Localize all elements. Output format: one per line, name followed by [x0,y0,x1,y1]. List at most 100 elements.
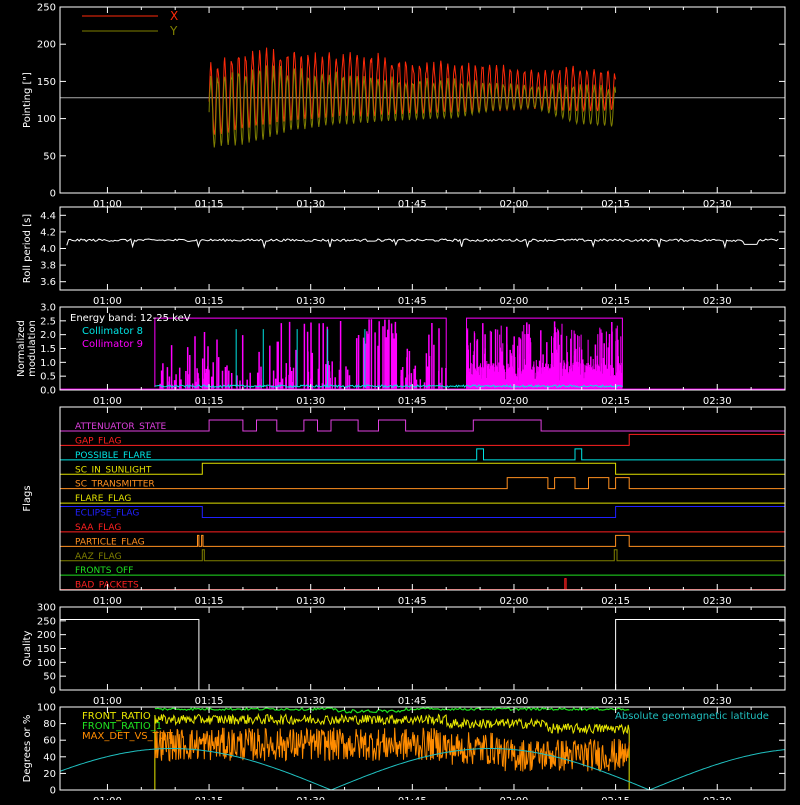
y-tick-label: 4.4 [40,211,56,222]
y-tick-label: 200 [37,630,56,641]
flag-label-attenuator-state: ATTENUATOR_STATE [75,422,167,432]
front-ratio-series [154,712,630,791]
y-tick-label: 0.5 [40,372,56,383]
y-tick-label: 50 [43,672,56,683]
legend-geomagnetic-latitude: Absolute geomagnetic latitude [615,711,769,722]
y-tick-label: 20 [43,769,56,780]
x-tick-label: 01:00 [93,396,122,407]
x-tick-label: 02:00 [500,199,529,210]
modulation-box-0 [154,317,447,388]
x-tick-label: 01:15 [195,596,224,607]
x-tick-label: 01:00 [93,296,122,307]
y-axis-label: Degrees or % [22,715,33,783]
legend-front-ratio-1: FRONT_RATIO_1 [82,721,162,732]
x-tick-label: 01:00 [93,596,122,607]
y-tick-label: 100 [37,658,56,669]
y-tick-label: 3.6 [40,277,56,288]
flag-label-fronts-off: FRONTS_OFF [75,566,133,576]
y-tick-label: 2.0 [40,330,56,341]
front-ratio-1-series [154,706,630,714]
collimator-9-dense [466,323,623,389]
x-tick-label: 01:00 [93,696,122,707]
y-tick-label: 100 [37,703,56,714]
x-tick-label: 01:45 [398,596,427,607]
panel-4-axes: 01:00 01:15 01:30 01:45 02:00 02:15 02:30 [59,406,786,607]
x-tick-label: 02:15 [601,596,630,607]
collimator-8-series [154,329,623,389]
y-axis-label: Quality [22,631,33,667]
y-tick-label: 100 [37,114,56,125]
legend-max-det-vs-tot: MAX_DET_VS_TOT [82,731,174,742]
y-tick-label: 250 [37,616,56,627]
y-axis-label: Pointing ["] [22,72,33,128]
y-tick-label: 200 [37,40,56,51]
x-tick-label: 01:30 [296,696,325,707]
x-tick-label: 01:15 [195,796,224,800]
flag-label-sc-transmitter: SC_TRANSMITTER [75,480,155,490]
y-tick-label: 4.0 [40,244,56,255]
x-tick-label: 01:00 [93,199,122,210]
x-tick-label: 01:30 [296,296,325,307]
x-tick-label: 01:30 [296,796,325,800]
panel-1-axes: 01:00 01:15 01:30 01:45 02:00 02:15 02:30 [59,6,786,210]
y-tick-label: 150 [37,77,56,88]
y-axis-label: Roll period [s] [22,214,33,283]
x-tick-label: 01:30 [296,199,325,210]
legend-collimator-9: Collimator 9 [82,339,143,350]
x-tick-label: 02:30 [703,296,732,307]
y-tick-label: 3.8 [40,261,56,272]
x-tick-label: 02:00 [500,596,529,607]
x-tick-label: 02:00 [500,696,529,707]
flag-trace-sc-transmitter [60,477,785,490]
flag-label-gap-flag: GAP_FLAG [75,436,121,446]
x-tick-label: 02:00 [500,396,529,407]
max-det-vs-tot-series [154,727,630,772]
energy-band-label: Energy band: 12-25 keV [70,313,191,324]
flag-label-flare-flag: FLARE_FLAG [75,494,131,504]
legend-y-label: Y [169,24,178,38]
panel-1-frame [59,6,786,194]
flag-trace-particle-flag [60,534,785,547]
y-tick-label: 2.5 [40,316,56,327]
y-tick-label: 4.2 [40,227,56,238]
x-tick-label: 02:00 [500,796,529,800]
panel-6-frame [59,706,786,791]
flag-label-aaz-flag: AAZ_FLAG [75,552,122,562]
flag-trace-eclipse-flag [59,506,786,518]
x-tick-label: 01:00 [93,796,122,800]
y-axis-label: modulation [27,320,38,377]
x-tick-label: 02:15 [601,296,630,307]
x-tick-label: 02:30 [703,396,732,407]
y-tick-label: 50 [43,151,56,162]
roll-period-series [66,238,779,249]
text-layer: X Y Energy band: 12-25 keV Collimator 8 … [70,9,769,742]
flag-label-particle-flag: PARTICLE_FLAG [75,537,145,547]
y-tick-label: 250 [37,3,56,14]
y-tick-label: 1.5 [40,344,56,355]
x-tick-label: 02:15 [601,696,630,707]
x-tick-label: 01:15 [195,696,224,707]
legend-front-ratio: FRONT_RATIO [82,711,151,722]
x-tick-label: 01:45 [398,296,427,307]
legend-x-label: X [170,9,178,23]
y-tick-label: 0.0 [40,386,56,397]
x-tick-label: 01:15 [195,296,224,307]
x-tick-label: 01:45 [398,199,427,210]
y-tick-label: 300 [37,603,56,614]
flag-trace-aaz-flag [60,549,785,562]
x-tick-label: 01:15 [195,199,224,210]
flag-label-saa-flag: SAA_FLAG [75,523,121,533]
x-tick-label: 01:45 [398,696,427,707]
y-tick-label: 40 [43,752,56,763]
pointing-series-y [208,65,617,148]
x-tick-label: 02:30 [703,596,732,607]
flag-trace-sc-in-sunlight [60,462,785,475]
pointing-series-x [208,47,617,135]
flag-trace-gap-flag [60,433,786,446]
x-tick-label: 02:30 [703,199,732,210]
y-tick-label: 0 [50,686,56,697]
flag-trace-possible-flare [60,448,785,461]
y-tick-label: 1.0 [40,358,56,369]
geomagnetic-latitude-series [59,748,786,791]
y-tick-label: 3.0 [40,303,56,314]
